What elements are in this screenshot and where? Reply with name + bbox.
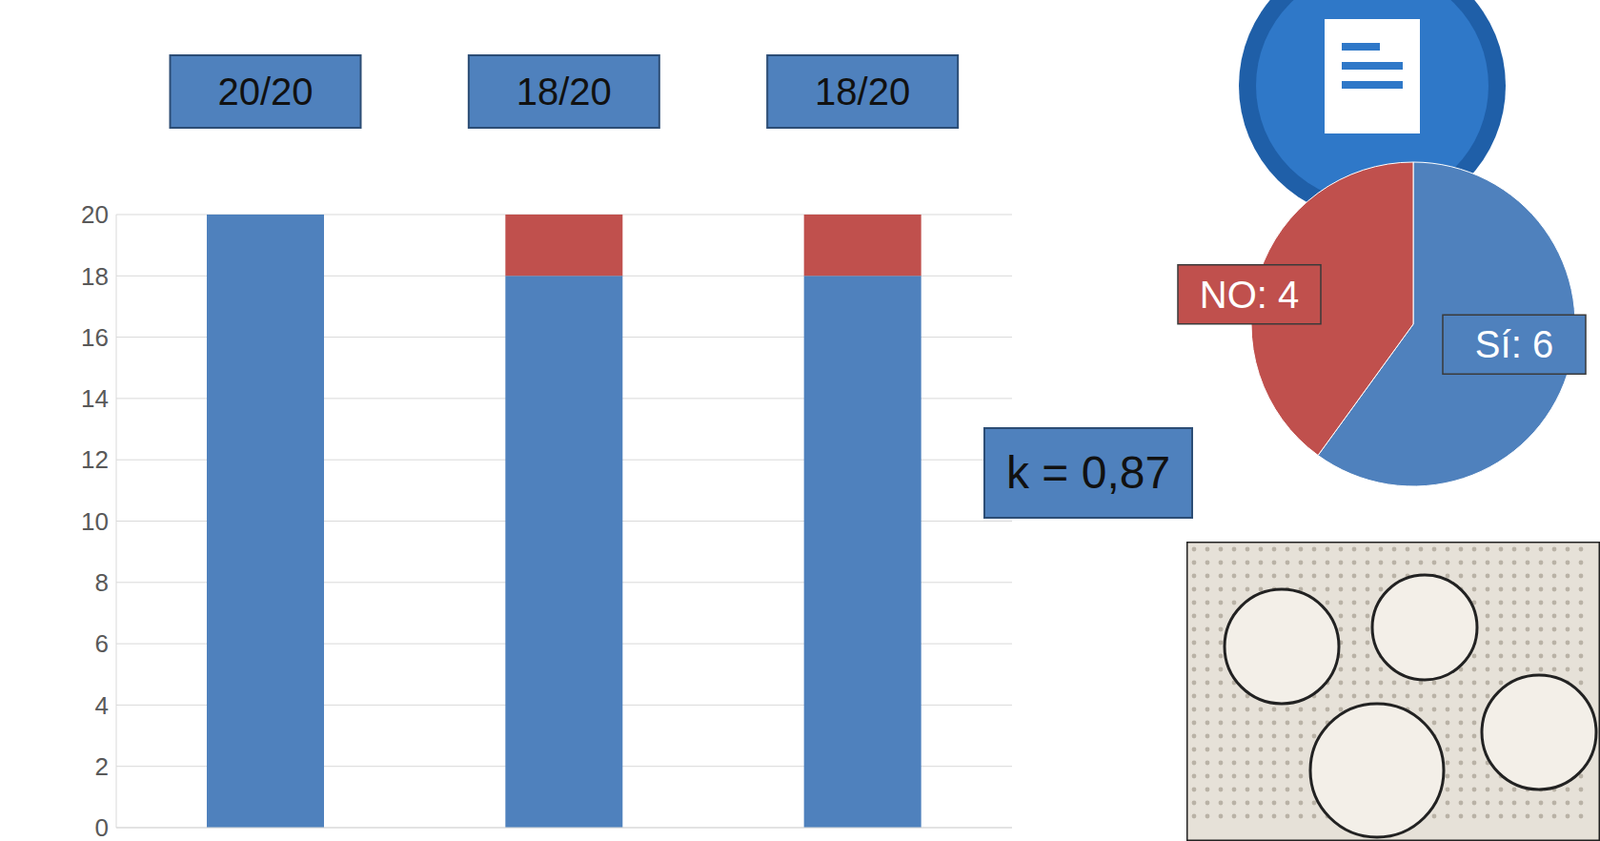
svg-text:20/20: 20/20 bbox=[217, 70, 313, 113]
svg-text:0: 0 bbox=[95, 812, 109, 841]
svg-text:20: 20 bbox=[81, 200, 109, 229]
svg-text:10: 10 bbox=[81, 506, 109, 536]
svg-text:4: 4 bbox=[95, 690, 109, 720]
svg-text:18/20: 18/20 bbox=[814, 70, 911, 113]
svg-text:14: 14 bbox=[81, 384, 109, 413]
html-text:k = 0,87: k = 0,87 bbox=[1006, 446, 1171, 498]
svg-text:12: 12 bbox=[81, 445, 109, 474]
svg-text:16: 16 bbox=[81, 323, 109, 352]
svg-text:8: 8 bbox=[95, 567, 109, 597]
svg-text:NO: 4: NO: 4 bbox=[1199, 273, 1299, 316]
svg-text:2: 2 bbox=[95, 751, 109, 781]
svg-text:18/20: 18/20 bbox=[516, 70, 612, 113]
svg-text:18: 18 bbox=[81, 262, 109, 291]
svg-text:6: 6 bbox=[95, 628, 109, 658]
svg-text:Sí: 6: Sí: 6 bbox=[1475, 323, 1554, 365]
